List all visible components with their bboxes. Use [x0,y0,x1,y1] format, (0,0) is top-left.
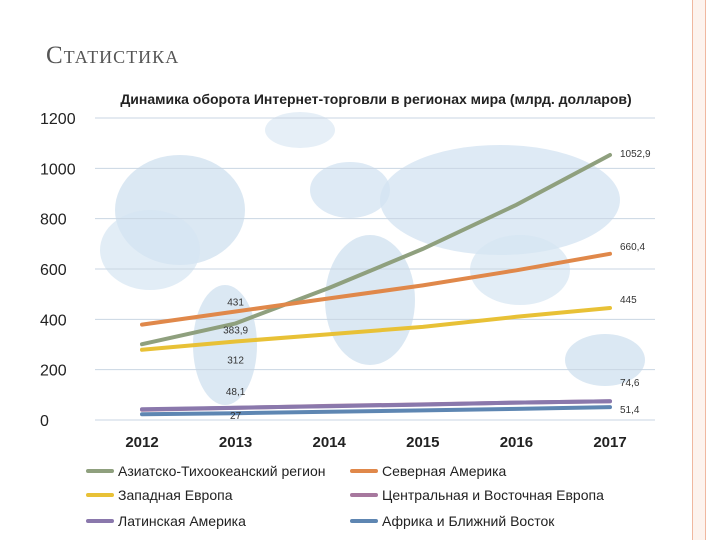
grid-lines [95,117,655,421]
y-tick-label: 600 [40,262,67,279]
series-line [140,405,612,417]
legend-item: Северная Америка [350,463,507,479]
data-label: 74,6 [620,378,640,389]
legend-item: Западная Европа [86,487,233,503]
legend-label: Африка и Ближний Восток [382,513,555,529]
data-label: 48,1 [226,387,246,398]
legend-item: Африка и Ближний Восток [350,513,555,529]
series-line [140,306,612,352]
legend-item: Азиатско-Тихоокеанский регион [86,463,325,479]
legend-label: Центральная и Восточная Европа [382,487,604,503]
data-labels: 431 383,9 312 48,1 27 1052,9 660,4 445 74,6 51,4 [223,149,651,422]
series-lines [140,153,612,417]
y-axis-ticks: 0 200 400 600 800 1000 1200 [40,111,76,430]
chart-title: Динамика оборота Интернет-торговли в рег… [120,91,631,107]
y-tick-label: 1200 [40,111,76,128]
x-tick-label: 2015 [406,434,439,451]
y-tick-label: 200 [40,363,67,380]
series-line [140,251,612,327]
data-label: 51,4 [620,405,640,416]
data-label: 660,4 [620,242,645,253]
data-label: 445 [620,295,637,306]
legend-label: Западная Европа [118,487,233,503]
y-tick-label: 1000 [40,161,76,178]
slide-border-decoration [692,0,706,540]
data-label: 1052,9 [620,149,651,160]
legend: Азиатско-Тихоокеанский регион Северная Ам… [86,463,604,529]
x-axis-ticks: 2012 2013 2014 2015 2016 2017 [125,434,626,451]
legend-label: Азиатско-Тихоокеанский регион [118,463,325,479]
x-tick-label: 2017 [593,434,626,451]
data-label: 431 [227,298,244,309]
data-label: 312 [227,355,244,366]
slide-title: Статистика [46,42,180,69]
legend-label: Северная Америка [382,463,507,479]
y-tick-label: 0 [40,413,49,430]
y-tick-label: 800 [40,212,67,229]
legend-item: Центральная и Восточная Европа [350,487,604,503]
y-tick-label: 400 [40,312,67,329]
x-tick-label: 2016 [500,434,533,451]
x-tick-label: 2013 [219,434,252,451]
series-line [140,153,612,347]
data-label: 383,9 [223,325,248,336]
x-tick-label: 2012 [125,434,158,451]
series-line [140,399,612,412]
legend-item: Латинская Америка [86,513,246,529]
data-label: 27 [230,411,242,422]
x-tick-label: 2014 [313,434,347,451]
legend-label: Латинская Америка [118,513,246,529]
world-map-background [100,112,645,405]
